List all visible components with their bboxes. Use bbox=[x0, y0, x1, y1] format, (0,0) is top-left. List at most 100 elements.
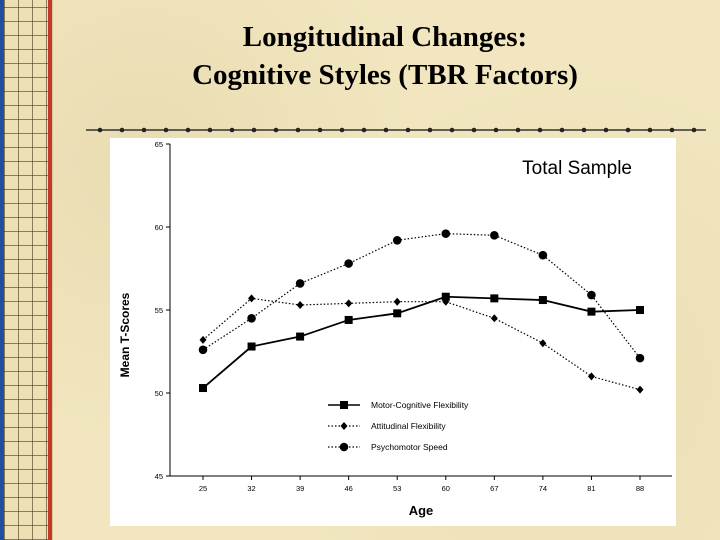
y-tick-label: 50 bbox=[155, 389, 163, 398]
legend-marker bbox=[339, 442, 349, 452]
divider-dot bbox=[515, 127, 521, 133]
data-point bbox=[587, 290, 596, 300]
y-axis-label: Mean T-Scores bbox=[118, 292, 132, 377]
data-point bbox=[587, 372, 595, 381]
x-tick-label: 53 bbox=[393, 484, 401, 493]
data-point bbox=[296, 332, 305, 341]
data-point bbox=[538, 296, 547, 305]
divider-dot bbox=[141, 127, 147, 133]
data-point bbox=[490, 231, 499, 240]
data-point bbox=[635, 353, 645, 363]
chart-series bbox=[198, 229, 645, 394]
data-point bbox=[490, 294, 499, 303]
notebook-binding bbox=[0, 0, 53, 540]
divider-dot bbox=[625, 127, 631, 133]
data-point bbox=[344, 315, 353, 324]
line-chart: Total Sample Age Mean T-Scores 45 50 55 60 6… bbox=[118, 140, 672, 518]
divider-dot bbox=[273, 127, 279, 133]
divider-dot bbox=[405, 127, 411, 133]
data-point bbox=[295, 279, 305, 288]
data-point bbox=[247, 342, 256, 351]
data-point bbox=[344, 259, 353, 268]
data-point bbox=[296, 301, 304, 310]
divider-dot bbox=[669, 127, 675, 133]
chart-legend: Motor-Cognitive Flexibility Attitudinal F… bbox=[328, 400, 469, 452]
chart-panel: Total Sample Age Mean T-Scores 45 50 55 60 6… bbox=[110, 138, 676, 526]
x-tick-label: 67 bbox=[490, 484, 498, 493]
divider-dot bbox=[97, 127, 103, 133]
divider-dot bbox=[229, 127, 235, 133]
legend-marker bbox=[340, 401, 348, 409]
divider-dot bbox=[493, 127, 499, 133]
series-square bbox=[199, 292, 644, 393]
title-divider bbox=[86, 127, 706, 133]
data-point bbox=[539, 339, 547, 348]
divider-dot bbox=[427, 127, 433, 133]
data-point bbox=[442, 297, 450, 306]
data-point bbox=[392, 235, 402, 245]
data-point bbox=[636, 306, 644, 314]
y-tick-label: 55 bbox=[155, 306, 163, 315]
data-point bbox=[393, 297, 401, 306]
data-point bbox=[198, 345, 208, 355]
y-tick-label: 45 bbox=[155, 472, 163, 481]
divider-dot bbox=[251, 127, 257, 133]
data-point bbox=[587, 307, 596, 316]
slide-title-line-1: Longitudinal Changes: bbox=[242, 21, 528, 53]
x-tick-label: 32 bbox=[247, 484, 255, 493]
divider-dot bbox=[383, 127, 389, 133]
binding-stripe-red bbox=[48, 0, 52, 540]
slide-title-line-2: Cognitive Styles (TBR Factors) bbox=[192, 59, 578, 91]
divider-dot bbox=[295, 127, 301, 133]
x-axis-label: Age bbox=[409, 503, 434, 518]
data-point bbox=[538, 250, 548, 260]
binding-stripe-blue bbox=[0, 0, 4, 540]
legend-label: Motor-Cognitive Flexibility bbox=[371, 400, 469, 410]
divider-dot bbox=[339, 127, 345, 133]
divider-dot bbox=[163, 127, 169, 133]
y-tick-label: 65 bbox=[155, 140, 163, 149]
y-tick-label: 60 bbox=[155, 223, 163, 232]
series-diamond bbox=[199, 294, 644, 394]
x-tick-label: 81 bbox=[587, 484, 595, 493]
divider-dot bbox=[647, 127, 653, 133]
divider-dot bbox=[471, 127, 477, 133]
series-circle bbox=[198, 229, 645, 363]
x-tick-label: 88 bbox=[636, 484, 644, 493]
slide-title: Longitudinal Changes: Cognitive Styles (… bbox=[60, 18, 710, 94]
data-point bbox=[345, 299, 353, 308]
divider-dot bbox=[361, 127, 367, 133]
chart-title: Total Sample bbox=[522, 158, 632, 179]
divider-dot bbox=[317, 127, 323, 133]
legend-label: Psychomotor Speed bbox=[371, 442, 448, 452]
divider-dot bbox=[185, 127, 191, 133]
divider-dot bbox=[691, 127, 697, 133]
legend-label: Attitudinal Flexibility bbox=[371, 421, 446, 431]
data-point bbox=[247, 314, 256, 323]
x-tick-label: 25 bbox=[199, 484, 207, 493]
series-line bbox=[202, 295, 641, 389]
divider-dot bbox=[537, 127, 543, 133]
x-tick-label: 39 bbox=[296, 484, 304, 493]
chart-axes: 45 50 55 60 65 25 32 39 46 53 60 67 74 81 88 bbox=[155, 140, 672, 493]
divider-dot bbox=[581, 127, 587, 133]
series-line bbox=[202, 233, 641, 359]
binding-grid bbox=[4, 0, 48, 540]
data-point bbox=[490, 314, 498, 323]
data-point bbox=[636, 385, 644, 394]
data-point bbox=[441, 292, 450, 301]
data-point bbox=[199, 335, 207, 344]
data-point bbox=[441, 229, 451, 238]
divider-dot bbox=[119, 127, 125, 133]
data-point bbox=[199, 384, 207, 393]
divider-dot bbox=[603, 127, 609, 133]
series-line bbox=[202, 297, 641, 391]
data-point bbox=[248, 294, 256, 303]
x-tick-label: 60 bbox=[442, 484, 450, 493]
x-tick-label: 46 bbox=[344, 484, 352, 493]
data-point bbox=[393, 309, 402, 318]
divider-dot bbox=[207, 127, 213, 133]
divider-dot bbox=[449, 127, 455, 133]
legend-marker bbox=[340, 422, 348, 430]
divider-dot bbox=[559, 127, 565, 133]
